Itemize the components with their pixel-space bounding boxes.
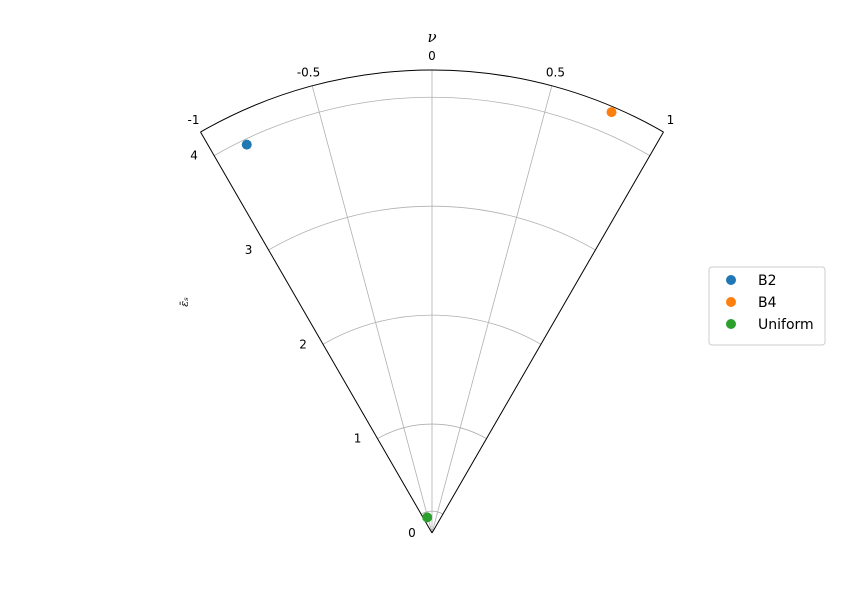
r-gridline (322, 314, 542, 345)
data-point-uniform (422, 512, 433, 523)
r-tick-label: 0 (408, 526, 416, 540)
theta-tick-label: -0.5 (297, 65, 320, 79)
grid (213, 70, 651, 534)
legend-marker-b4 (726, 297, 736, 307)
legend: B2 B4 Uniform (708, 266, 826, 346)
legend-marker-b2 (726, 275, 736, 285)
r-gridline-minor (420, 510, 444, 515)
theta-tick-label: 0 (428, 49, 436, 63)
theta-tick-label: -1 (188, 113, 200, 127)
r-tick-label: 3 (245, 243, 253, 257)
r-axis-title: ε̄ₛ (178, 297, 191, 307)
r-tick-label: 4 (190, 149, 198, 163)
r-gridline (213, 96, 651, 156)
data-points (241, 107, 617, 523)
legend-label-uniform: Uniform (758, 317, 814, 333)
theta-gridline (431, 85, 553, 534)
tick-labels: -1 -0.5 0 0.5 1 0 1 2 3 4 (188, 49, 675, 540)
data-point-b4 (606, 107, 617, 118)
r-gridline (268, 205, 596, 251)
legend-label-b4: B4 (758, 295, 777, 311)
r-tick-label: 2 (299, 337, 307, 351)
legend-box (708, 266, 826, 346)
sector-left-edge (200, 131, 433, 534)
theta-gridline (311, 85, 433, 534)
axes-frame (200, 69, 664, 534)
r-gridline (377, 423, 487, 440)
legend-marker-uniform (726, 319, 736, 329)
theta-tick-label: 0.5 (546, 65, 565, 79)
theta-axis-title: ν (427, 28, 436, 46)
legend-label-b2: B2 (758, 273, 777, 289)
sector-right-edge (431, 131, 664, 534)
theta-tick-label: 1 (667, 113, 675, 127)
data-point-b2 (241, 139, 252, 150)
sector-outer-arc (200, 69, 664, 133)
r-tick-label: 1 (354, 432, 362, 446)
